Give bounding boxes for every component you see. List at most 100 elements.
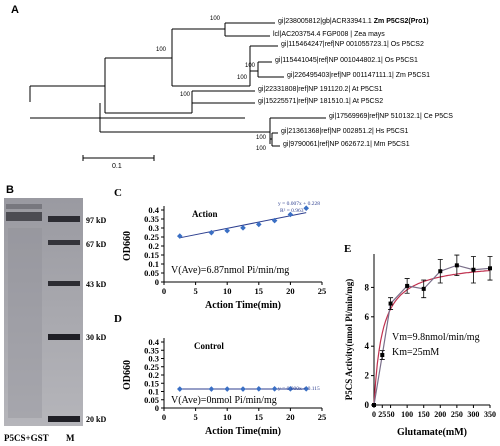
x-tick-label: 15 xyxy=(255,412,263,422)
tree-leaf-label: gi|9790061|ref|NP 062672.1| Mm P5CS1 xyxy=(283,141,410,148)
y-tick-label: 0 xyxy=(155,277,159,287)
leaf-name: Zea mays xyxy=(354,31,385,38)
r-squared: R² = 0.963 xyxy=(280,208,304,214)
chart-title: Control xyxy=(194,341,224,351)
data-point xyxy=(271,217,278,224)
tree-branch xyxy=(29,85,245,119)
marker-label-30: 30 kD xyxy=(86,333,107,342)
leaf-name: Os P5CS2 xyxy=(390,41,424,48)
bootstrap-value: 100 xyxy=(256,146,267,152)
x-tick-label: 25 xyxy=(318,412,327,422)
km-annotation: Km=25mM xyxy=(392,347,439,358)
phylogenetic-tree xyxy=(29,22,326,161)
panel-b-letter: B xyxy=(6,184,14,196)
y-tick-label: 0 xyxy=(155,403,159,413)
y-tick-label: 0.05 xyxy=(144,268,159,278)
data-point xyxy=(372,403,376,407)
bootstrap-value: 100 xyxy=(256,135,267,141)
tree-branch xyxy=(172,22,275,37)
x-axis-label: Glutamate(mM) xyxy=(397,427,467,438)
y-tick-label: 2 xyxy=(365,371,370,381)
gel-band xyxy=(48,281,80,286)
y-axis-label: OD660 xyxy=(122,231,133,261)
x-tick-label: 0 xyxy=(162,286,166,296)
data-point xyxy=(405,283,410,288)
tree-branch xyxy=(172,45,278,87)
x-tick-label: 20 xyxy=(286,412,295,422)
panel-a-letter: A xyxy=(11,4,19,16)
data-point xyxy=(287,211,294,218)
data-point xyxy=(256,221,262,228)
y-tick-label: 8 xyxy=(365,282,370,292)
y-tick-label: 0 xyxy=(365,400,370,410)
y-axis-label: OD660 xyxy=(122,360,133,390)
leaf-name: Hs P5CS1 xyxy=(375,128,409,135)
gel-band xyxy=(6,204,42,209)
x-tick-label: 10 xyxy=(223,286,232,296)
y-tick-label: 0.05 xyxy=(144,395,159,405)
tree-branch xyxy=(99,103,326,144)
y-tick-label: 0.4 xyxy=(148,337,159,347)
leaf-name: Mm P5CS1 xyxy=(373,141,410,148)
x-tick-label: 5 xyxy=(193,286,197,296)
y-tick-label: 6 xyxy=(365,312,370,322)
x-tick-label: 200 xyxy=(434,410,446,419)
tree-leaf-label: gi|226495403|ref|NP 001147111.1| Zm P5CS… xyxy=(287,72,430,79)
gel-band xyxy=(6,212,42,221)
leaf-name: Os P5CS1 xyxy=(384,57,418,64)
x-tick-label: 20 xyxy=(286,286,295,296)
bootstrap-value: 100 xyxy=(156,47,167,53)
gel-band xyxy=(48,416,80,422)
x-tick-label: 10 xyxy=(223,412,232,422)
tree-branch xyxy=(105,90,255,114)
data-point xyxy=(177,233,183,239)
lane-label-p5cs-gst: P5CS+GST xyxy=(4,433,49,443)
data-point xyxy=(454,263,459,268)
data-point xyxy=(380,353,385,358)
tree-leaf-label: gi|115464247|ref|NP 001055723.1| Os P5CS… xyxy=(281,41,424,48)
y-tick-label: 0.25 xyxy=(144,232,159,242)
x-tick-label: 25 xyxy=(378,410,386,419)
x-tick-label: 150 xyxy=(418,410,430,419)
x-axis-label: Action Time(min) xyxy=(205,426,281,437)
y-tick-label: 0.1 xyxy=(148,387,159,397)
x-tick-label: 15 xyxy=(255,286,263,296)
bootstrap-value: 100 xyxy=(237,75,248,81)
data-point xyxy=(224,386,230,392)
leaf-name: Ce P5CS xyxy=(423,113,453,120)
tree-leaf-label: gi|15225571|ref|NP 181510.1| At P5CS2 xyxy=(258,98,384,105)
gel-image xyxy=(4,198,83,426)
y-tick-label: 0.3 xyxy=(148,223,159,233)
leaf-name: Zm P5CS1 xyxy=(395,72,430,79)
data-point xyxy=(256,386,262,392)
y-tick-label: 0.35 xyxy=(144,214,159,224)
marker-label-43: 43 kD xyxy=(86,280,107,289)
x-tick-label: 0 xyxy=(162,412,166,422)
x-tick-label: 300 xyxy=(467,410,479,419)
gel-band xyxy=(48,240,80,245)
marker-label-67: 67 kD xyxy=(86,240,107,249)
y-tick-label: 0.4 xyxy=(148,205,159,215)
panel-letter: D xyxy=(114,313,122,325)
y-tick-label: 0.15 xyxy=(144,378,159,388)
marker-label-97: 97 kD xyxy=(86,216,107,225)
tree-branch xyxy=(270,132,280,147)
y-tick-label: 0.35 xyxy=(144,345,159,355)
x-tick-label: 25 xyxy=(318,286,327,296)
leaf-name: Zm P5CS2(Pro1) xyxy=(373,18,429,25)
lane-label-marker: M xyxy=(66,433,75,443)
tree-branch xyxy=(104,57,172,113)
velocity-annotation: V(Ave)=6.87nmol Pi/min/mg xyxy=(171,265,289,276)
x-tick-label: 5 xyxy=(193,412,197,422)
chart-panel-c: C 00.050.10.150.20.250.30.350.4 0 5 10 15 20 25… xyxy=(114,187,327,310)
y-tick-label: 0.3 xyxy=(148,354,159,364)
x-tick-label: 50 xyxy=(387,410,395,419)
x-tick-label: 100 xyxy=(401,410,413,419)
data-point xyxy=(388,301,393,306)
y-tick-label: 0.2 xyxy=(148,241,159,251)
data-point xyxy=(303,205,309,211)
tree-leaf-label: gi|115441045|ref|NP 001044802.1| Os P5CS… xyxy=(275,57,418,64)
leaf-name: At P5CS2 xyxy=(352,98,384,105)
data-point xyxy=(303,386,309,392)
